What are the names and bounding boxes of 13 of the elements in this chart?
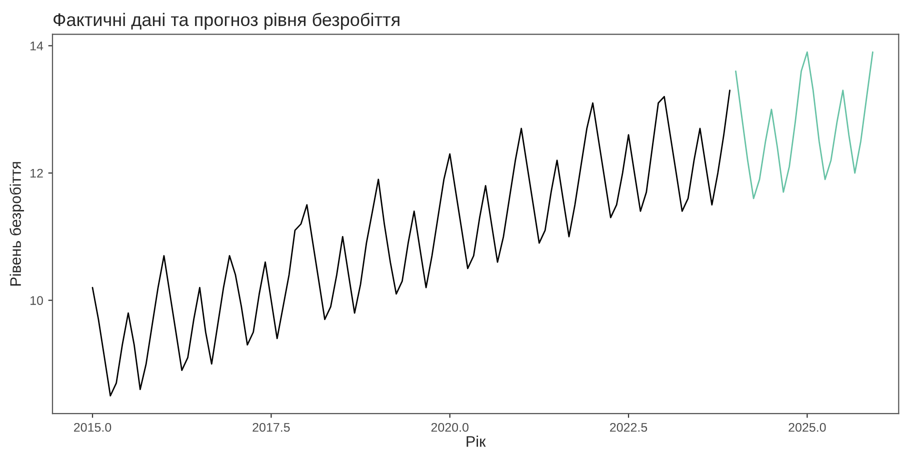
x-tick-label: 2025.0 xyxy=(788,422,826,432)
y-axis-title: Рівень безробіття xyxy=(10,162,24,286)
x-tick-label: 2015.0 xyxy=(74,422,112,432)
y-tick-label: 14 xyxy=(30,42,44,50)
chart-title: Фактичні дані та прогноз рівня безробіття xyxy=(54,12,400,30)
x-axis-title: Рік xyxy=(466,436,486,447)
line-series xyxy=(735,51,874,200)
y-tick-label: 12 xyxy=(30,168,43,178)
x-tick-label: 2022.5 xyxy=(610,422,648,432)
x-tick-label: 2017.5 xyxy=(252,422,290,432)
line-series xyxy=(92,90,730,396)
x-tick-label: 2020.0 xyxy=(431,422,468,432)
y-tick-label: 10 xyxy=(30,296,43,305)
